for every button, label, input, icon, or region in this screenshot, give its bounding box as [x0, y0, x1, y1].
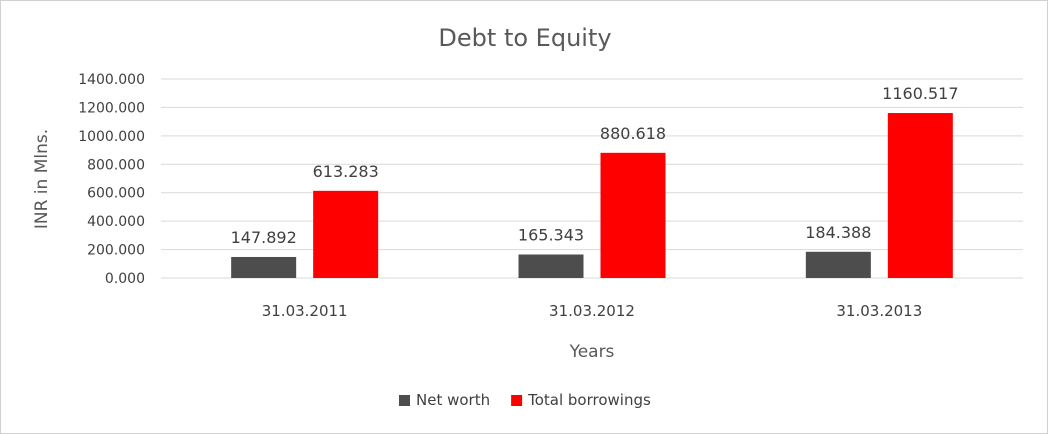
bar-total-borrowings — [313, 190, 379, 278]
data-label: 880.618 — [600, 124, 666, 143]
y-tick-label: 1200.000 — [78, 100, 145, 116]
legend-swatch — [399, 395, 410, 406]
bar-net-worth — [518, 254, 584, 278]
x-axis-title: Years — [569, 342, 615, 362]
legend-label: Net worth — [416, 391, 490, 409]
data-label: 613.283 — [313, 162, 379, 181]
y-tick-label: 600.000 — [87, 186, 145, 202]
y-axis-title: INR in Mlns. — [32, 129, 52, 229]
bar-total-borrowings — [887, 113, 953, 278]
data-label: 147.892 — [231, 228, 297, 247]
y-tick-label: 1000.000 — [78, 129, 145, 145]
bar-total-borrowings — [600, 152, 666, 278]
data-label: 165.343 — [518, 225, 584, 244]
y-axis-ticks: 0.000 200.000 400.000 600.000 800.000 1000.00… — [78, 72, 145, 287]
bars — [231, 113, 953, 278]
data-labels: 147.892 613.283 165.343 880.618 184.388 1160.… — [231, 84, 959, 247]
bar-net-worth — [805, 251, 871, 278]
y-tick-label: 0.000 — [105, 271, 145, 287]
legend-swatch — [511, 395, 523, 406]
gridlines — [161, 78, 1023, 279]
data-label: 184.388 — [805, 223, 871, 242]
x-tick-label: 31.03.2013 — [836, 302, 922, 320]
y-tick-label: 1400.000 — [78, 72, 145, 88]
bar-net-worth — [231, 256, 297, 278]
chart-title: Debt to Equity — [438, 24, 611, 52]
x-axis-ticks: 31.03.2011 31.03.2012 31.03.2013 — [262, 302, 923, 320]
x-tick-label: 31.03.2011 — [262, 302, 348, 320]
legend: Net worth Total borrowings — [399, 391, 651, 409]
y-tick-label: 800.000 — [87, 157, 145, 173]
x-tick-label: 31.03.2012 — [549, 302, 635, 320]
y-tick-label: 200.000 — [87, 243, 145, 259]
y-tick-label: 400.000 — [87, 214, 145, 230]
data-label: 1160.517 — [882, 84, 958, 103]
legend-label: Total borrowings — [527, 391, 651, 409]
